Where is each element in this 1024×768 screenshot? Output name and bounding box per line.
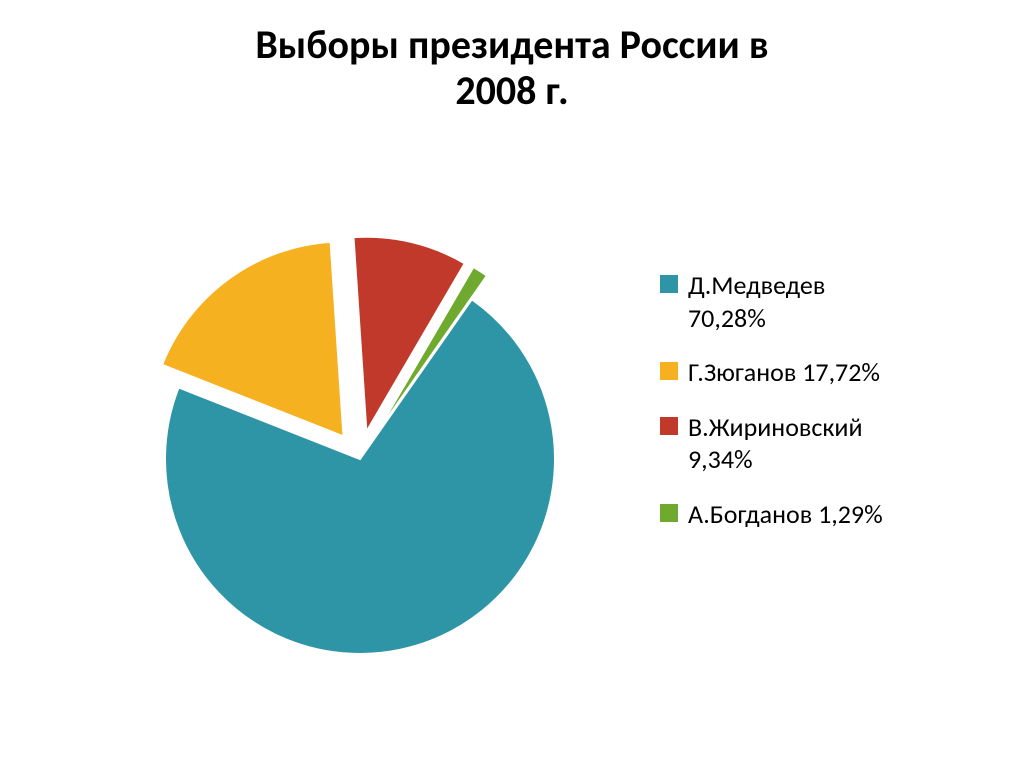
chart-area: Д.Медведев 70,28% Г.Зюганов 17,72% В.Жирин… (0, 114, 1024, 754)
chart-title-line1: Выборы президента России в (0, 22, 1024, 68)
legend-swatch-zhirinovsky (660, 417, 678, 435)
legend-swatch-bogdanov (660, 504, 678, 522)
legend-label-zyuganov: Г.Зюганов 17,72% (688, 356, 880, 389)
legend-label-bogdanov: А.Богданов 1,29% (688, 498, 883, 531)
legend-label-zhirinovsky: В.Жириновский 9,34% (688, 411, 908, 476)
legend-swatch-zyuganov (660, 362, 678, 380)
chart-title: Выборы президента России в 2008 г. (0, 0, 1024, 114)
legend-item-zyuganov: Г.Зюганов 17,72% (660, 356, 960, 389)
legend-item-bogdanov: А.Богданов 1,29% (660, 498, 960, 531)
pie-chart (70, 184, 650, 734)
legend-label-medvedev: Д.Медведев 70,28% (688, 269, 908, 334)
legend-item-medvedev: Д.Медведев 70,28% (660, 269, 960, 334)
chart-title-line2: 2008 г. (0, 68, 1024, 114)
legend-swatch-medvedev (660, 275, 678, 293)
legend-item-zhirinovsky: В.Жириновский 9,34% (660, 411, 960, 476)
legend: Д.Медведев 70,28% Г.Зюганов 17,72% В.Жирин… (660, 269, 960, 552)
